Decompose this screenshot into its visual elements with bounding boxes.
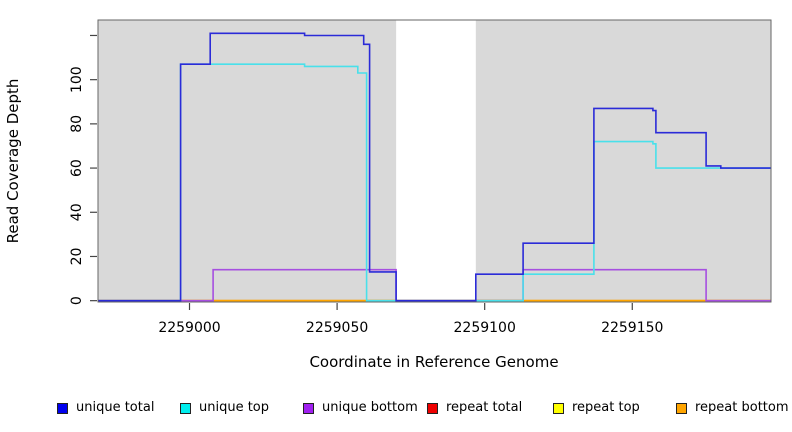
legend-swatch-icon xyxy=(57,402,68,414)
legend-label: unique top xyxy=(199,400,270,415)
x-tick-label: 2259050 xyxy=(306,320,368,336)
y-tick-label: 20 xyxy=(69,248,85,266)
legend-label: repeat bottom xyxy=(695,400,789,415)
y-axis-title: Read Coverage Depth xyxy=(4,79,22,244)
y-tick-label: 0 xyxy=(69,296,85,305)
legend-swatch-icon xyxy=(676,402,687,414)
series-lines xyxy=(98,32,771,302)
y-tick-label: 100 xyxy=(69,66,85,93)
x-axis-title: Coordinate in Reference Genome xyxy=(309,353,558,371)
legend-label: unique bottom xyxy=(322,400,418,415)
x-tick-label: 2259150 xyxy=(601,320,663,336)
x-tick-label: 2259000 xyxy=(158,320,220,336)
legend-item-unique-total: unique total xyxy=(57,398,154,418)
legend-label: unique total xyxy=(76,400,155,415)
legend-swatch-icon xyxy=(180,402,191,414)
plot-panel xyxy=(98,20,771,302)
y-tick-label: 60 xyxy=(69,159,85,177)
legend-swatch-icon xyxy=(553,402,564,414)
series-unique-total xyxy=(98,32,771,302)
plot-box-border xyxy=(97,19,772,303)
legend-item-repeat-bottom: repeat bottom xyxy=(676,398,789,418)
axes: 2259000 2259050 2259100 2259150 0 20 40 60 80 100 xyxy=(69,19,772,336)
legend-item-repeat-top: repeat top xyxy=(553,398,640,418)
y-tick-label: 80 xyxy=(69,115,85,133)
legend-item-unique-bottom: unique bottom xyxy=(303,398,418,418)
legend-swatch-icon xyxy=(303,402,314,414)
legend-label: repeat top xyxy=(572,400,640,415)
legend: unique total unique top unique bottom repea… xyxy=(0,398,792,422)
x-tick-label: 2259100 xyxy=(454,320,516,336)
legend-label: repeat total xyxy=(446,400,523,415)
legend-item-repeat-total: repeat total xyxy=(427,398,522,418)
masked-region xyxy=(396,20,476,302)
legend-item-unique-top: unique top xyxy=(180,398,269,418)
y-tick-label: 40 xyxy=(69,203,85,221)
legend-swatch-icon xyxy=(427,402,438,414)
